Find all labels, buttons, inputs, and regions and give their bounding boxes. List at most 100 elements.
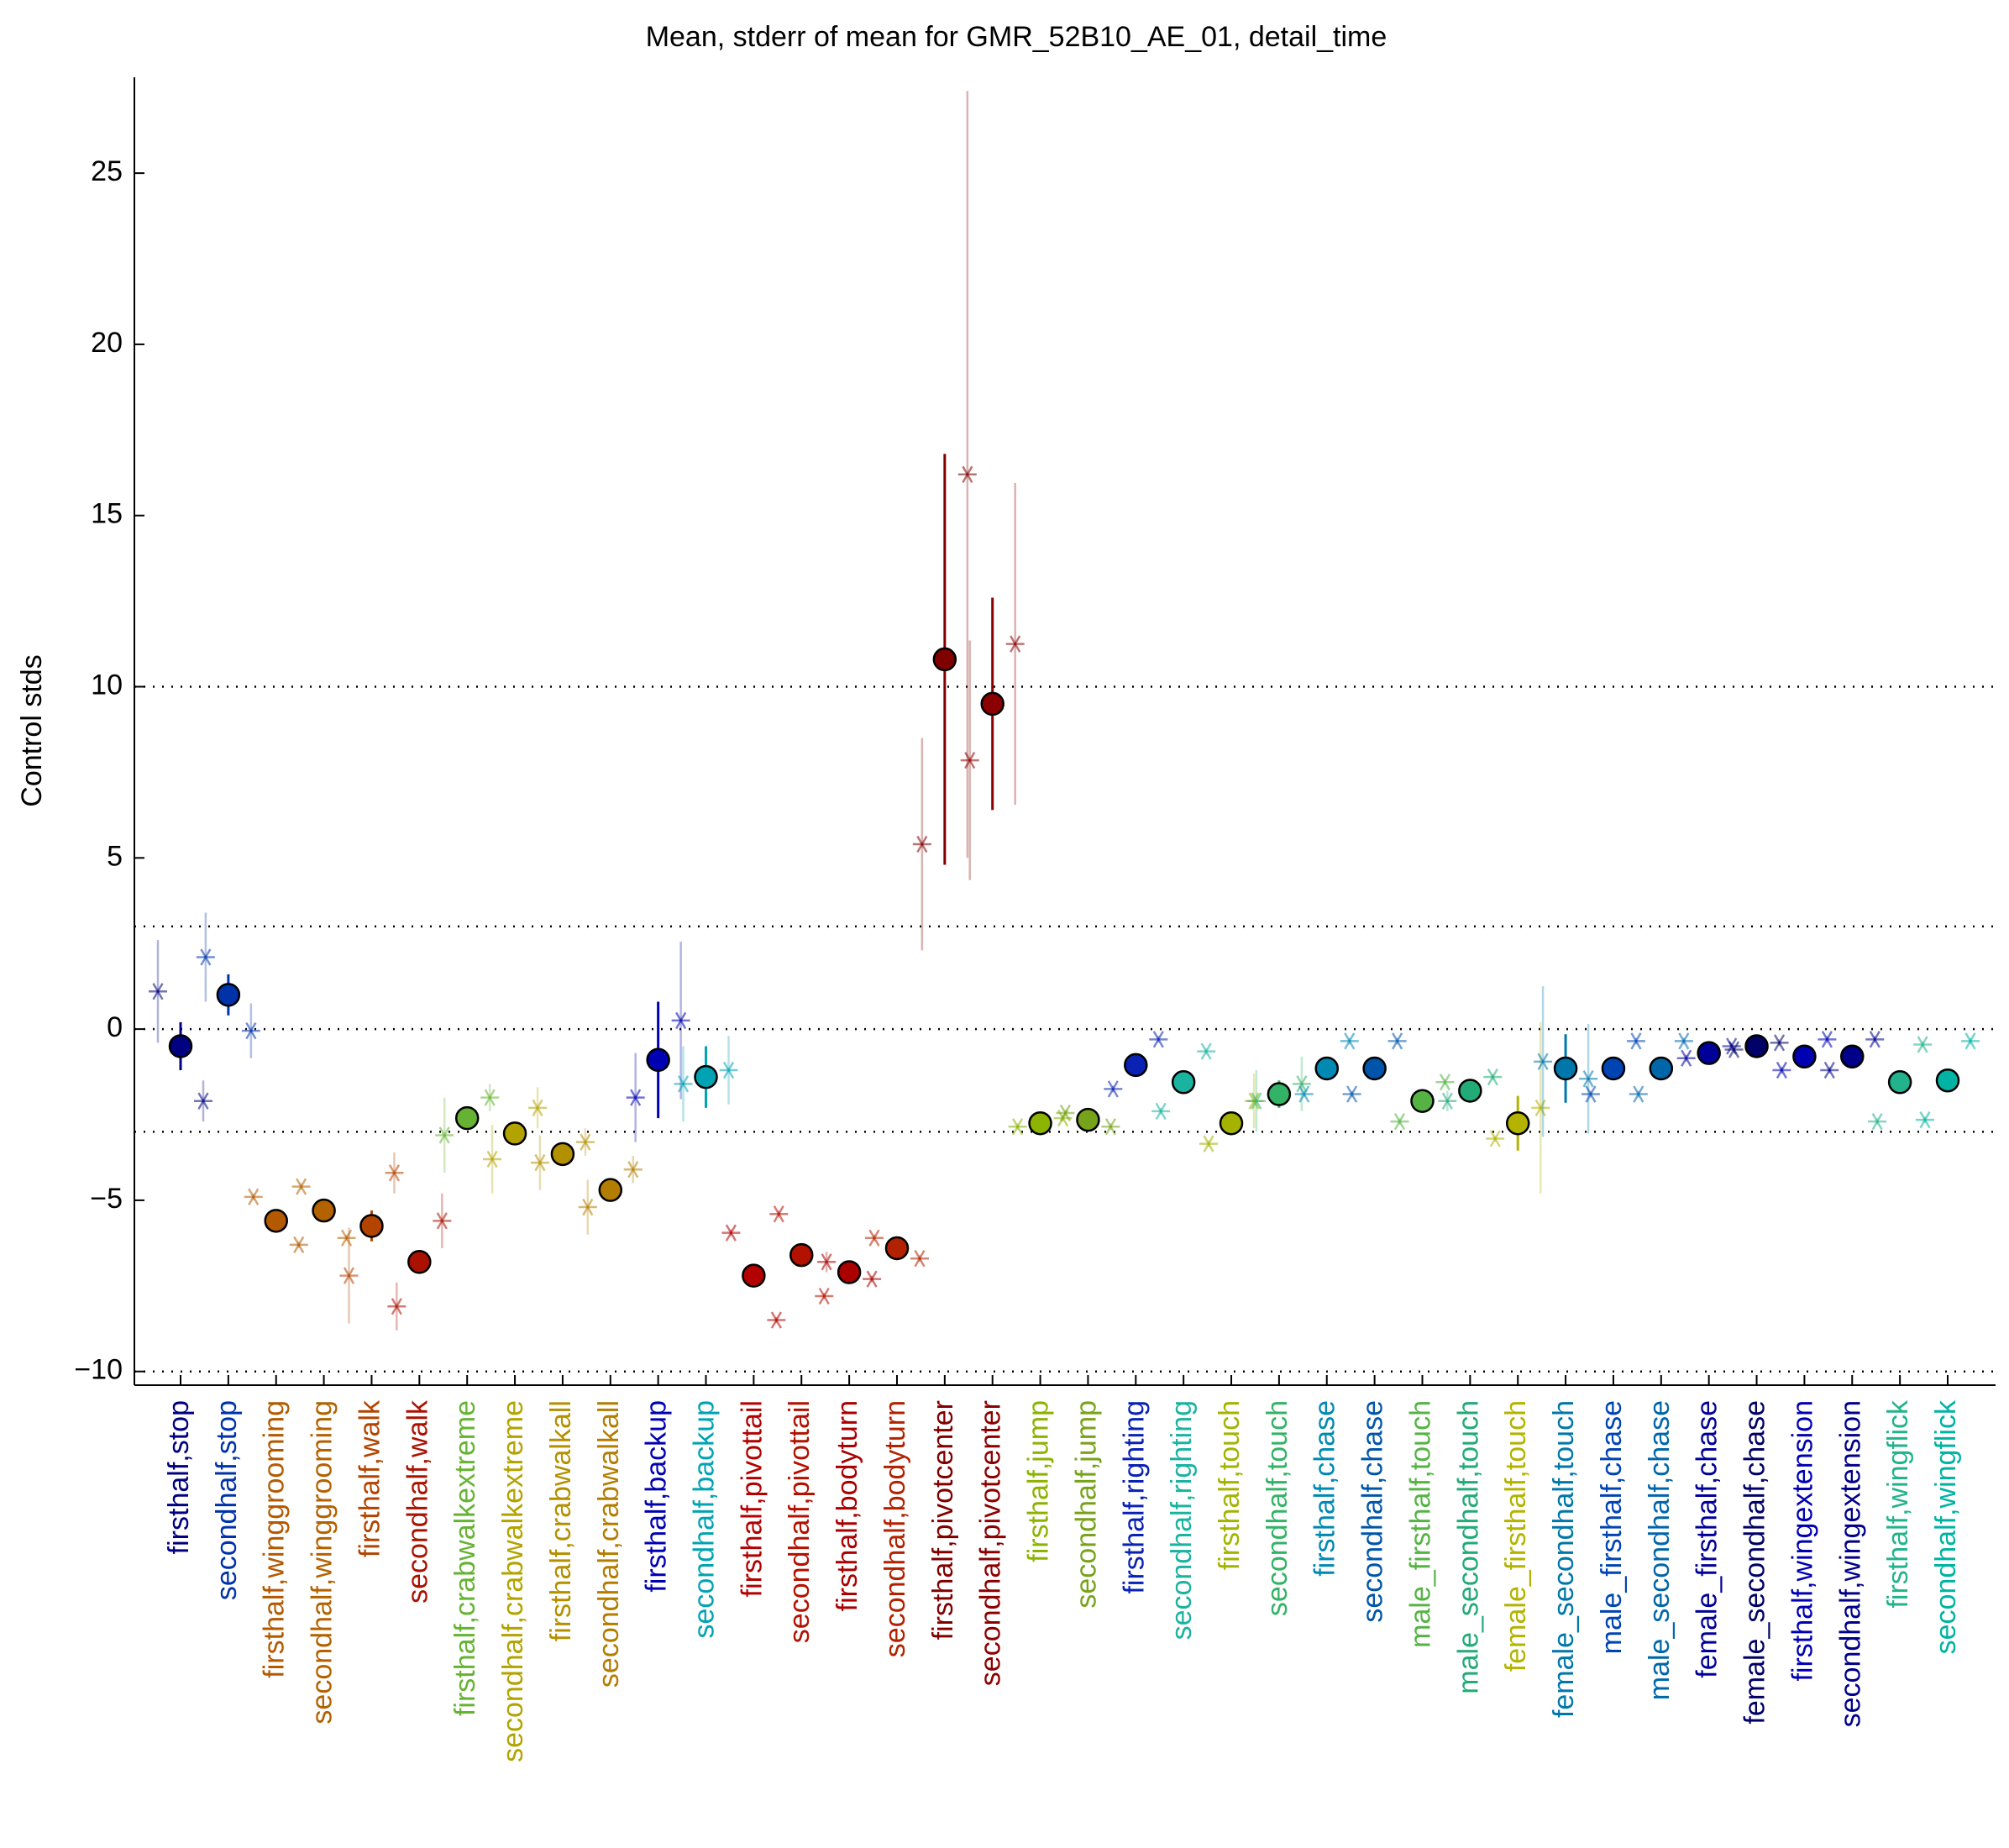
y-tick-label: 5	[107, 840, 123, 872]
mean-marker	[1362, 1056, 1387, 1081]
star-marker	[194, 1092, 212, 1110]
y-tick-label: −5	[90, 1183, 123, 1215]
star-marker	[244, 1188, 263, 1205]
star-marker	[1387, 1032, 1407, 1050]
star-marker	[1104, 1080, 1123, 1098]
mean-marker	[1171, 1070, 1196, 1095]
star-marker	[1340, 1032, 1359, 1050]
y-tick-label: −10	[74, 1354, 123, 1386]
mean-marker	[1649, 1056, 1674, 1081]
x-tick-label: firsthalf,pivotcenter	[927, 1400, 959, 1640]
star-marker	[1101, 1118, 1120, 1136]
mean-marker	[1410, 1089, 1435, 1113]
star-marker	[483, 1150, 502, 1168]
star-marker	[1868, 1113, 1887, 1131]
star-marker	[671, 1011, 690, 1030]
y-tick-label: 25	[91, 155, 123, 187]
star-marker	[1151, 1102, 1171, 1121]
x-tick-label: female_firsthalf,touch	[1500, 1400, 1532, 1672]
mean-marker	[694, 1064, 718, 1089]
mean-marker	[216, 983, 241, 1007]
mean-marker	[1028, 1110, 1052, 1136]
x-tick-label: firsthalf,wingflick	[1882, 1399, 1914, 1609]
mean-marker	[1267, 1082, 1292, 1106]
star-marker	[815, 1287, 834, 1305]
x-tick-label: firsthalf,crabwalkextreme	[449, 1400, 481, 1716]
star-marker	[767, 1311, 786, 1329]
x-tick-label: secondhalf,backup	[688, 1400, 720, 1639]
star-marker	[433, 1212, 452, 1230]
x-tick-label: secondhalf,chase	[1357, 1400, 1389, 1623]
star-marker	[863, 1270, 882, 1288]
x-tick-label: male_firsthalf,chase	[1596, 1400, 1628, 1654]
star-marker	[910, 1250, 929, 1268]
mean-marker	[598, 1178, 623, 1202]
x-tick-label: firsthalf,chase	[1309, 1400, 1341, 1577]
mean-marker	[646, 1047, 670, 1073]
star-marker	[1534, 1053, 1553, 1070]
star-marker	[291, 1178, 311, 1195]
star-marker	[721, 1224, 741, 1242]
mean-marker	[168, 1034, 193, 1058]
star-marker	[1818, 1031, 1837, 1048]
star-marker	[1626, 1032, 1645, 1050]
y-tick-label: 15	[91, 498, 123, 530]
star-marker	[1197, 1042, 1216, 1060]
star-marker	[1342, 1085, 1361, 1103]
x-tick-label: firsthalf,pivottail	[736, 1400, 768, 1597]
mean-marker	[550, 1142, 575, 1167]
x-tick-label: female_firsthalf,chase	[1692, 1400, 1723, 1678]
star-marker	[530, 1153, 549, 1172]
y-tick-label: 0	[107, 1011, 123, 1043]
star-marker	[864, 1229, 884, 1247]
star-marker	[817, 1253, 837, 1271]
star-marker	[289, 1236, 308, 1254]
star-marker	[1008, 1118, 1027, 1136]
mean-marker	[742, 1263, 766, 1288]
star-marker	[1149, 1031, 1168, 1048]
mean-marker	[1505, 1110, 1530, 1136]
mean-marker	[1553, 1056, 1578, 1081]
x-tick-label: firsthalf,righting	[1118, 1400, 1150, 1594]
x-tick-label: secondhalf,wingflick	[1930, 1399, 1962, 1654]
mean-marker	[980, 691, 1004, 717]
x-tick-label: secondhalf,walk	[401, 1399, 433, 1604]
star-marker	[1820, 1061, 1839, 1079]
star-marker	[241, 1021, 260, 1040]
star-marker	[1486, 1130, 1505, 1147]
mean-marker	[1076, 1107, 1100, 1132]
mean-marker	[1887, 1070, 1912, 1095]
x-tick-label: secondhalf,touch	[1262, 1400, 1293, 1616]
star-marker	[1772, 1061, 1791, 1079]
star-marker	[1581, 1085, 1600, 1103]
x-tick-label: male_secondhalf,touch	[1452, 1400, 1484, 1694]
star-marker	[1913, 1036, 1933, 1053]
star-marker	[528, 1099, 548, 1117]
x-tick-label: secondhalf,pivotcenter	[975, 1400, 1007, 1686]
x-tick-label: secondhalf,stop	[211, 1400, 243, 1600]
x-tick-label: female_secondhalf,touch	[1548, 1400, 1580, 1718]
mean-marker	[359, 1214, 384, 1238]
x-tick-label: firsthalf,backup	[641, 1400, 673, 1593]
star-marker	[719, 1061, 738, 1079]
star-marker	[1865, 1031, 1885, 1048]
x-tick-label: female_secondhalf,chase	[1739, 1400, 1771, 1725]
mean-marker	[1124, 1053, 1148, 1078]
x-tick-label: firsthalf,touch	[1214, 1400, 1246, 1570]
star-marker	[1579, 1070, 1598, 1088]
star-marker	[339, 1267, 359, 1284]
star-marker	[1292, 1075, 1311, 1093]
star-marker	[957, 465, 977, 483]
mean-marker	[1935, 1068, 1960, 1093]
star-marker	[1916, 1110, 1934, 1129]
star-marker	[575, 1133, 595, 1151]
x-tick-label: firsthalf,bodyturn	[831, 1400, 863, 1611]
star-marker	[578, 1198, 597, 1216]
x-tick-label: firsthalf,wingextension	[1786, 1400, 1818, 1682]
x-tick-label: firsthalf,jump	[1023, 1400, 1055, 1562]
star-marker	[196, 948, 215, 966]
x-tick-label: male_firsthalf,touch	[1404, 1400, 1436, 1648]
x-tick-label: secondhalf,righting	[1166, 1400, 1198, 1640]
star-marker	[1294, 1085, 1314, 1103]
